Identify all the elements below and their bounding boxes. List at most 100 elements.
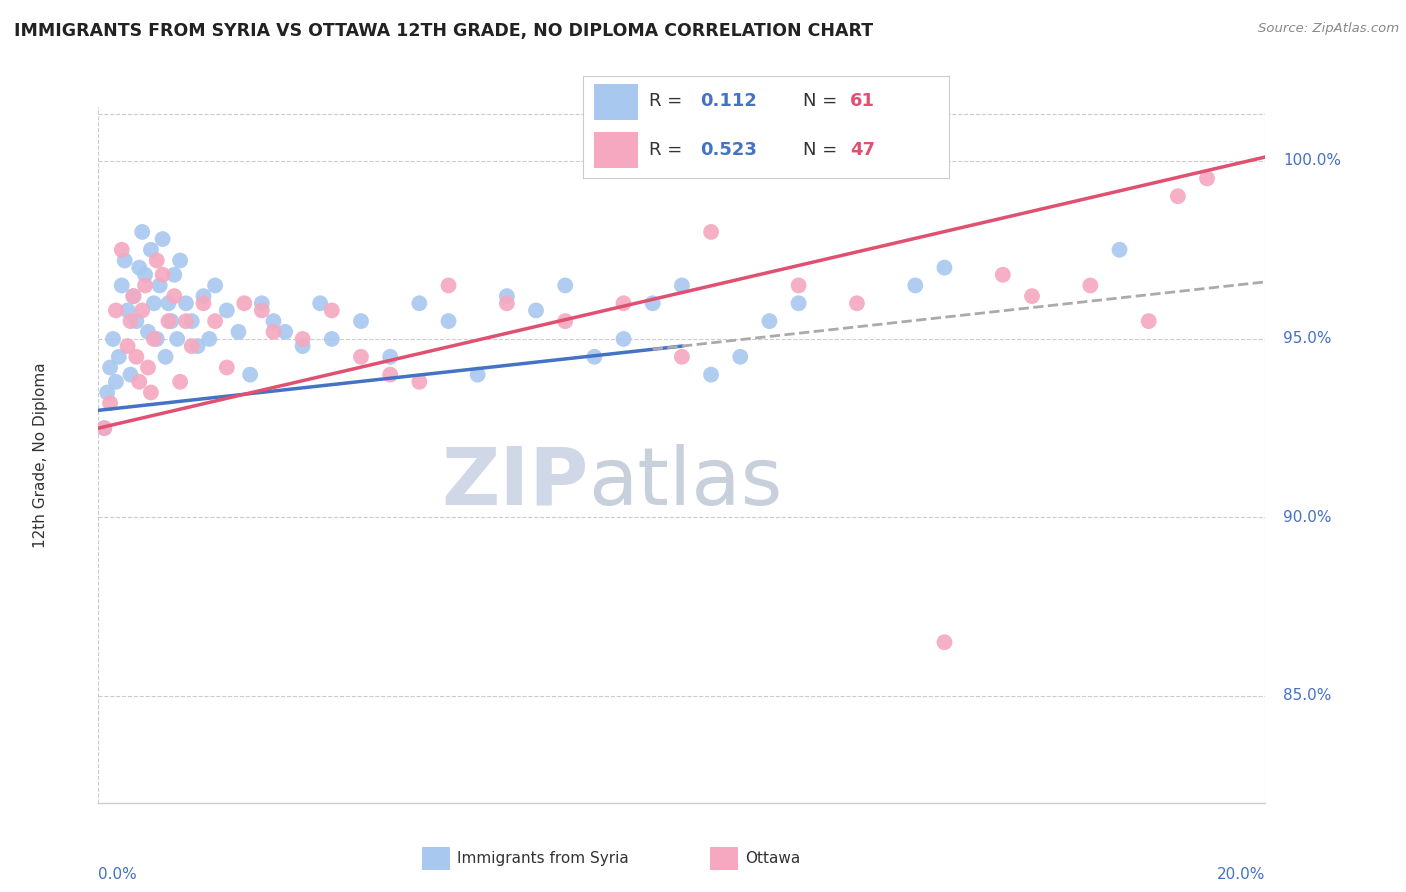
Point: [93, 421, 115, 435]
Point: [131, 303, 153, 318]
Point: [157, 296, 180, 310]
Point: [904, 278, 927, 293]
Point: [204, 278, 226, 293]
Point: [96, 385, 118, 400]
Point: [495, 296, 517, 310]
Point: [1167, 189, 1189, 203]
Point: [671, 350, 693, 364]
Point: [787, 296, 810, 310]
Text: Immigrants from Syria: Immigrants from Syria: [457, 851, 628, 865]
Point: [169, 375, 191, 389]
Point: [120, 368, 142, 382]
Point: [408, 375, 430, 389]
Point: [163, 268, 186, 282]
Point: [174, 314, 197, 328]
Text: 90.0%: 90.0%: [1282, 510, 1331, 524]
Point: [111, 243, 134, 257]
Point: [163, 289, 186, 303]
Point: [134, 278, 156, 293]
Point: [239, 368, 262, 382]
Point: [160, 314, 183, 328]
Point: [495, 289, 517, 303]
Text: 0.0%: 0.0%: [98, 867, 138, 882]
Point: [142, 296, 165, 310]
Point: [149, 278, 172, 293]
Text: 85.0%: 85.0%: [1282, 689, 1331, 703]
Bar: [595, 132, 638, 168]
Point: [524, 303, 547, 318]
Point: [136, 325, 159, 339]
Text: 47: 47: [851, 141, 876, 159]
Point: [845, 296, 868, 310]
Point: [250, 296, 273, 310]
Point: [671, 278, 693, 293]
Point: [262, 325, 284, 339]
Point: [114, 253, 136, 268]
Point: [321, 303, 343, 318]
Point: [139, 385, 162, 400]
Point: [98, 396, 121, 410]
Text: 61: 61: [851, 93, 876, 111]
Text: R =: R =: [650, 93, 689, 111]
Point: [155, 350, 177, 364]
Point: [108, 350, 131, 364]
Point: [104, 375, 127, 389]
Point: [152, 268, 174, 282]
Text: 12th Grade, No Diploma: 12th Grade, No Diploma: [32, 362, 48, 548]
Text: Source: ZipAtlas.com: Source: ZipAtlas.com: [1258, 22, 1399, 36]
Point: [437, 278, 460, 293]
Point: [152, 232, 174, 246]
Point: [128, 375, 150, 389]
Point: [641, 296, 664, 310]
Point: [142, 332, 165, 346]
Point: [934, 635, 956, 649]
Point: [93, 421, 115, 435]
Point: [309, 296, 332, 310]
Point: [612, 332, 634, 346]
Point: [187, 339, 209, 353]
Point: [787, 278, 810, 293]
Point: [350, 314, 373, 328]
Text: Ottawa: Ottawa: [745, 851, 800, 865]
Point: [378, 368, 402, 382]
Point: [134, 268, 156, 282]
Point: [117, 303, 139, 318]
Point: [125, 314, 148, 328]
Point: [1108, 243, 1130, 257]
Point: [104, 303, 127, 318]
Point: [136, 360, 159, 375]
Text: IMMIGRANTS FROM SYRIA VS OTTAWA 12TH GRADE, NO DIPLOMA CORRELATION CHART: IMMIGRANTS FROM SYRIA VS OTTAWA 12TH GRA…: [14, 22, 873, 40]
Point: [180, 339, 202, 353]
Point: [250, 303, 273, 318]
Point: [98, 360, 121, 375]
Point: [321, 332, 343, 346]
Text: R =: R =: [650, 141, 689, 159]
Point: [122, 289, 145, 303]
Point: [350, 350, 373, 364]
Point: [467, 368, 489, 382]
Point: [700, 368, 723, 382]
Point: [378, 350, 402, 364]
Text: 20.0%: 20.0%: [1218, 867, 1265, 882]
Point: [169, 253, 191, 268]
Point: [934, 260, 956, 275]
Point: [101, 332, 124, 346]
Point: [408, 296, 430, 310]
Point: [174, 296, 197, 310]
Point: [991, 268, 1014, 282]
Bar: [595, 84, 638, 120]
Text: 0.112: 0.112: [700, 93, 758, 111]
Point: [204, 314, 226, 328]
Text: 95.0%: 95.0%: [1282, 332, 1331, 346]
Point: [233, 296, 256, 310]
Point: [139, 243, 162, 257]
Point: [215, 360, 238, 375]
Text: N =: N =: [803, 141, 842, 159]
Point: [157, 314, 180, 328]
Point: [612, 296, 634, 310]
Point: [228, 325, 250, 339]
Point: [1021, 289, 1043, 303]
Point: [700, 225, 723, 239]
Point: [291, 332, 314, 346]
Point: [554, 278, 576, 293]
